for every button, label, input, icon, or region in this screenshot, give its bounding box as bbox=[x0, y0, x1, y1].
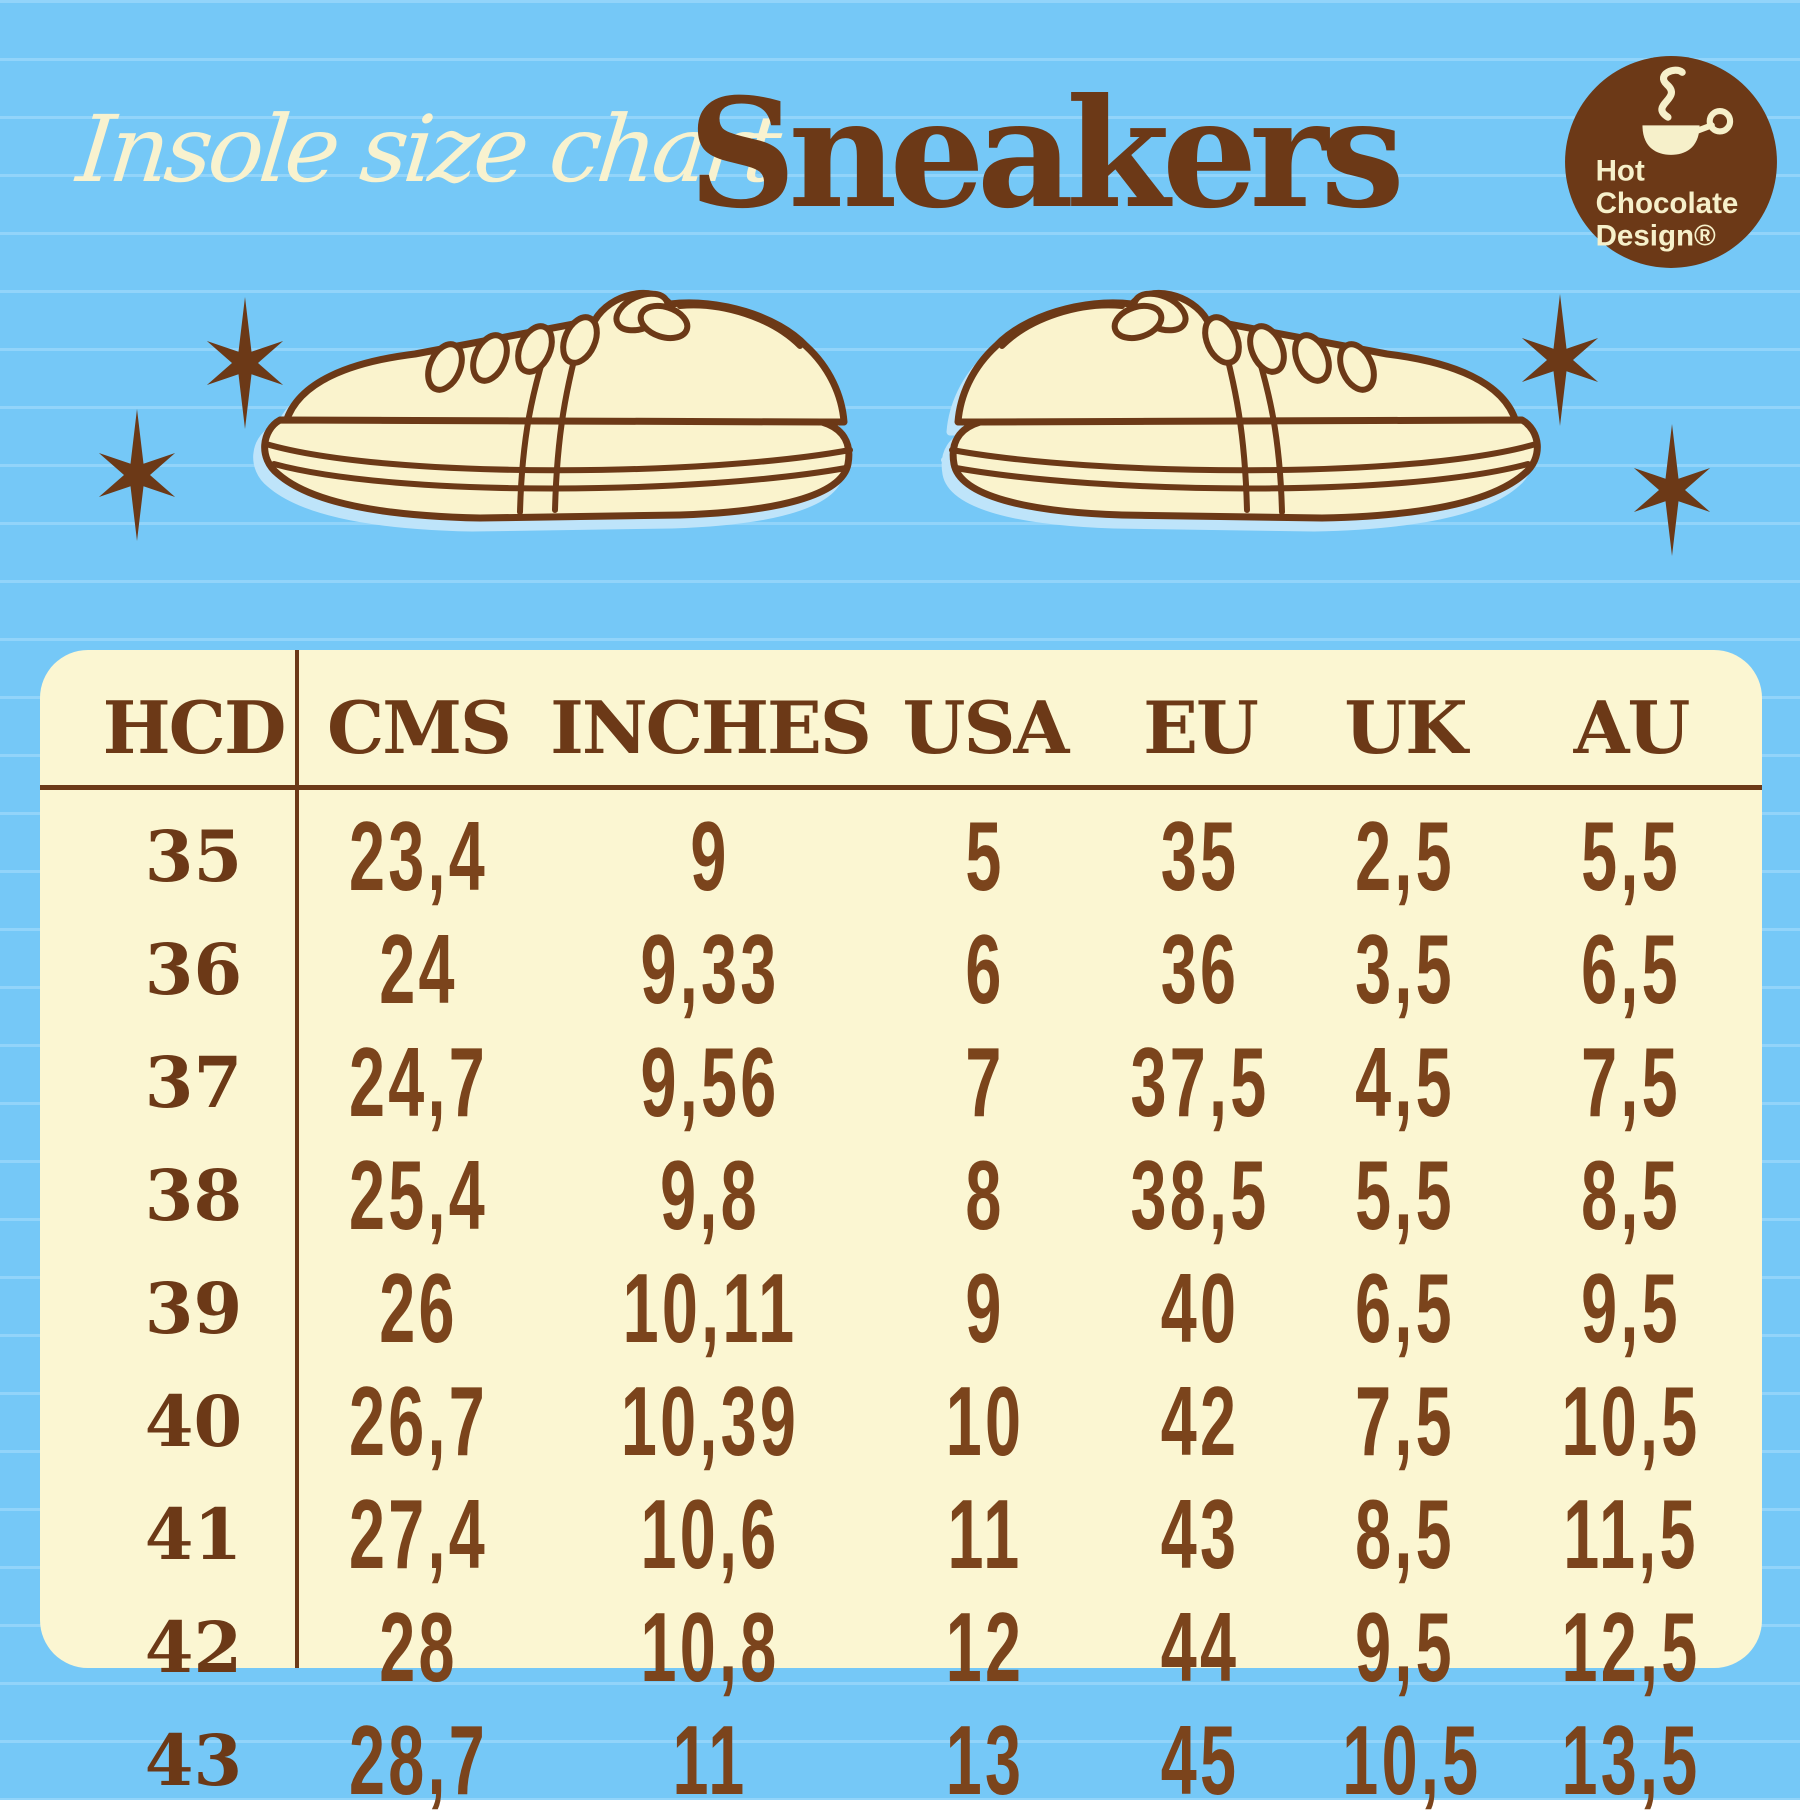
column-divider bbox=[295, 650, 299, 1668]
table-cell: 38,5 bbox=[1130, 1140, 1270, 1250]
table-row: 39 26 10,11 9 40 6,5 9,5 bbox=[40, 1252, 1762, 1365]
table-cell: 40 bbox=[1160, 1253, 1240, 1363]
starburst-icon bbox=[1633, 424, 1711, 556]
table-cell: 23,4 bbox=[348, 801, 489, 911]
size-row-label: 38 bbox=[144, 1154, 243, 1237]
size-row-label: 43 bbox=[144, 1719, 243, 1802]
table-row: 43 28,7 11 13 45 10,5 13,5 bbox=[40, 1704, 1762, 1817]
table-cell: 7 bbox=[965, 1027, 1005, 1137]
table-row: 42 28 10,8 12 44 9,5 12,5 bbox=[40, 1591, 1762, 1704]
page-title: Sneakers bbox=[688, 66, 1405, 242]
table-cell: 6 bbox=[965, 914, 1005, 1024]
logo-text-line1: Hot bbox=[1596, 154, 1645, 187]
table-cell: 5,5 bbox=[1581, 801, 1681, 911]
column-header-usa: USA bbox=[902, 685, 1070, 770]
table-cell: 37,5 bbox=[1130, 1027, 1270, 1137]
table-cell: 11 bbox=[672, 1705, 748, 1815]
table-cell: 28,7 bbox=[348, 1705, 489, 1815]
table-cell: 9,8 bbox=[660, 1140, 760, 1250]
table-cell: 2,5 bbox=[1355, 801, 1455, 911]
table-cell: 10,5 bbox=[1561, 1366, 1701, 1476]
table-cell: 9,5 bbox=[1355, 1592, 1455, 1702]
table-cell: 12,5 bbox=[1561, 1592, 1701, 1702]
size-table-panel: HCD CMS INCHES USA EU UK AU 35 23,4 9 5 … bbox=[40, 650, 1762, 1815]
table-cell: 5 bbox=[965, 801, 1005, 911]
table-cell: 10,39 bbox=[620, 1366, 800, 1476]
table-cell: 27,4 bbox=[348, 1479, 489, 1589]
table-cell: 8 bbox=[965, 1140, 1005, 1250]
table-cell: 42 bbox=[1160, 1366, 1240, 1476]
sneaker-illustration-left bbox=[261, 289, 853, 522]
table-cell: 6,5 bbox=[1581, 914, 1681, 1024]
size-row-label: 37 bbox=[144, 1041, 243, 1124]
column-header-au: AU bbox=[1573, 685, 1691, 770]
table-cell: 26,7 bbox=[348, 1366, 489, 1476]
brand-logo: Hot Chocolate Design® bbox=[1565, 56, 1777, 268]
table-cell: 24 bbox=[379, 914, 458, 1024]
table-cell: 8,5 bbox=[1355, 1479, 1455, 1589]
table-header-row: HCD CMS INCHES USA EU UK AU bbox=[40, 650, 1762, 787]
logo-text-line3: Design® bbox=[1596, 220, 1716, 253]
table-cell: 9,5 bbox=[1581, 1253, 1681, 1363]
table-body: 35 23,4 9 5 35 2,5 5,5 36 24 9,33 6 36 3… bbox=[40, 800, 1762, 1815]
column-header-hcd: HCD bbox=[102, 685, 287, 770]
table-cell: 28 bbox=[379, 1592, 458, 1702]
subtitle-script: Insole size chart bbox=[72, 96, 783, 203]
table-cell: 4,5 bbox=[1355, 1027, 1455, 1137]
table-cell: 10,8 bbox=[640, 1592, 780, 1702]
table-cell: 9 bbox=[690, 801, 730, 911]
size-row-label: 36 bbox=[144, 928, 243, 1011]
table-cell: 10,6 bbox=[640, 1479, 780, 1589]
table-row: 41 27,4 10,6 11 43 8,5 11,5 bbox=[40, 1478, 1762, 1591]
table-cell: 24,7 bbox=[348, 1027, 489, 1137]
table-cell: 5,5 bbox=[1355, 1140, 1455, 1250]
table-cell: 9,33 bbox=[640, 914, 780, 1024]
column-header-cms: CMS bbox=[327, 685, 512, 770]
size-row-label: 39 bbox=[144, 1267, 243, 1350]
table-cell: 11 bbox=[947, 1479, 1023, 1589]
table-cell: 10,11 bbox=[622, 1253, 798, 1363]
table-row: 37 24,7 9,56 7 37,5 4,5 7,5 bbox=[40, 1026, 1762, 1139]
table-cell: 9,56 bbox=[640, 1027, 780, 1137]
header-divider bbox=[40, 785, 1762, 790]
table-cell: 11,5 bbox=[1563, 1479, 1699, 1589]
table-cell: 3,5 bbox=[1355, 914, 1455, 1024]
table-cell: 25,4 bbox=[348, 1140, 489, 1250]
table-cell: 10,5 bbox=[1342, 1705, 1482, 1815]
sneaker-illustration-right bbox=[949, 289, 1541, 522]
table-cell: 13,5 bbox=[1561, 1705, 1701, 1815]
table-cell: 35 bbox=[1160, 801, 1240, 911]
table-cell: 44 bbox=[1160, 1592, 1240, 1702]
table-cell: 8,5 bbox=[1581, 1140, 1681, 1250]
table-row: 40 26,7 10,39 10 42 7,5 10,5 bbox=[40, 1365, 1762, 1478]
size-row-label: 41 bbox=[144, 1493, 243, 1576]
table-cell: 6,5 bbox=[1355, 1253, 1455, 1363]
table-cell: 13 bbox=[945, 1705, 1025, 1815]
table-row: 38 25,4 9,8 8 38,5 5,5 8,5 bbox=[40, 1139, 1762, 1252]
table-cell: 7,5 bbox=[1355, 1366, 1455, 1476]
logo-text-line2: Chocolate bbox=[1596, 187, 1739, 220]
column-header-eu: EU bbox=[1143, 685, 1259, 770]
starburst-icon bbox=[98, 409, 176, 541]
size-row-label: 35 bbox=[144, 815, 243, 898]
table-cell: 10 bbox=[945, 1366, 1025, 1476]
size-row-label: 40 bbox=[144, 1380, 243, 1463]
table-cell: 36 bbox=[1160, 914, 1240, 1024]
table-cell: 7,5 bbox=[1581, 1027, 1681, 1137]
table-cell: 43 bbox=[1160, 1479, 1240, 1589]
starburst-icon bbox=[1521, 294, 1599, 426]
column-header-uk: UK bbox=[1344, 685, 1467, 770]
starburst-icon bbox=[206, 297, 284, 429]
column-header-inches: INCHES bbox=[550, 685, 872, 770]
table-cell: 12 bbox=[945, 1592, 1025, 1702]
hot-chocolate-cup-icon bbox=[1642, 66, 1734, 155]
table-cell: 45 bbox=[1160, 1705, 1240, 1815]
table-cell: 9 bbox=[965, 1253, 1005, 1363]
table-row: 36 24 9,33 6 36 3,5 6,5 bbox=[40, 913, 1762, 1026]
table-cell: 26 bbox=[379, 1253, 458, 1363]
size-row-label: 42 bbox=[144, 1606, 243, 1689]
table-row: 35 23,4 9 5 35 2,5 5,5 bbox=[40, 800, 1762, 913]
